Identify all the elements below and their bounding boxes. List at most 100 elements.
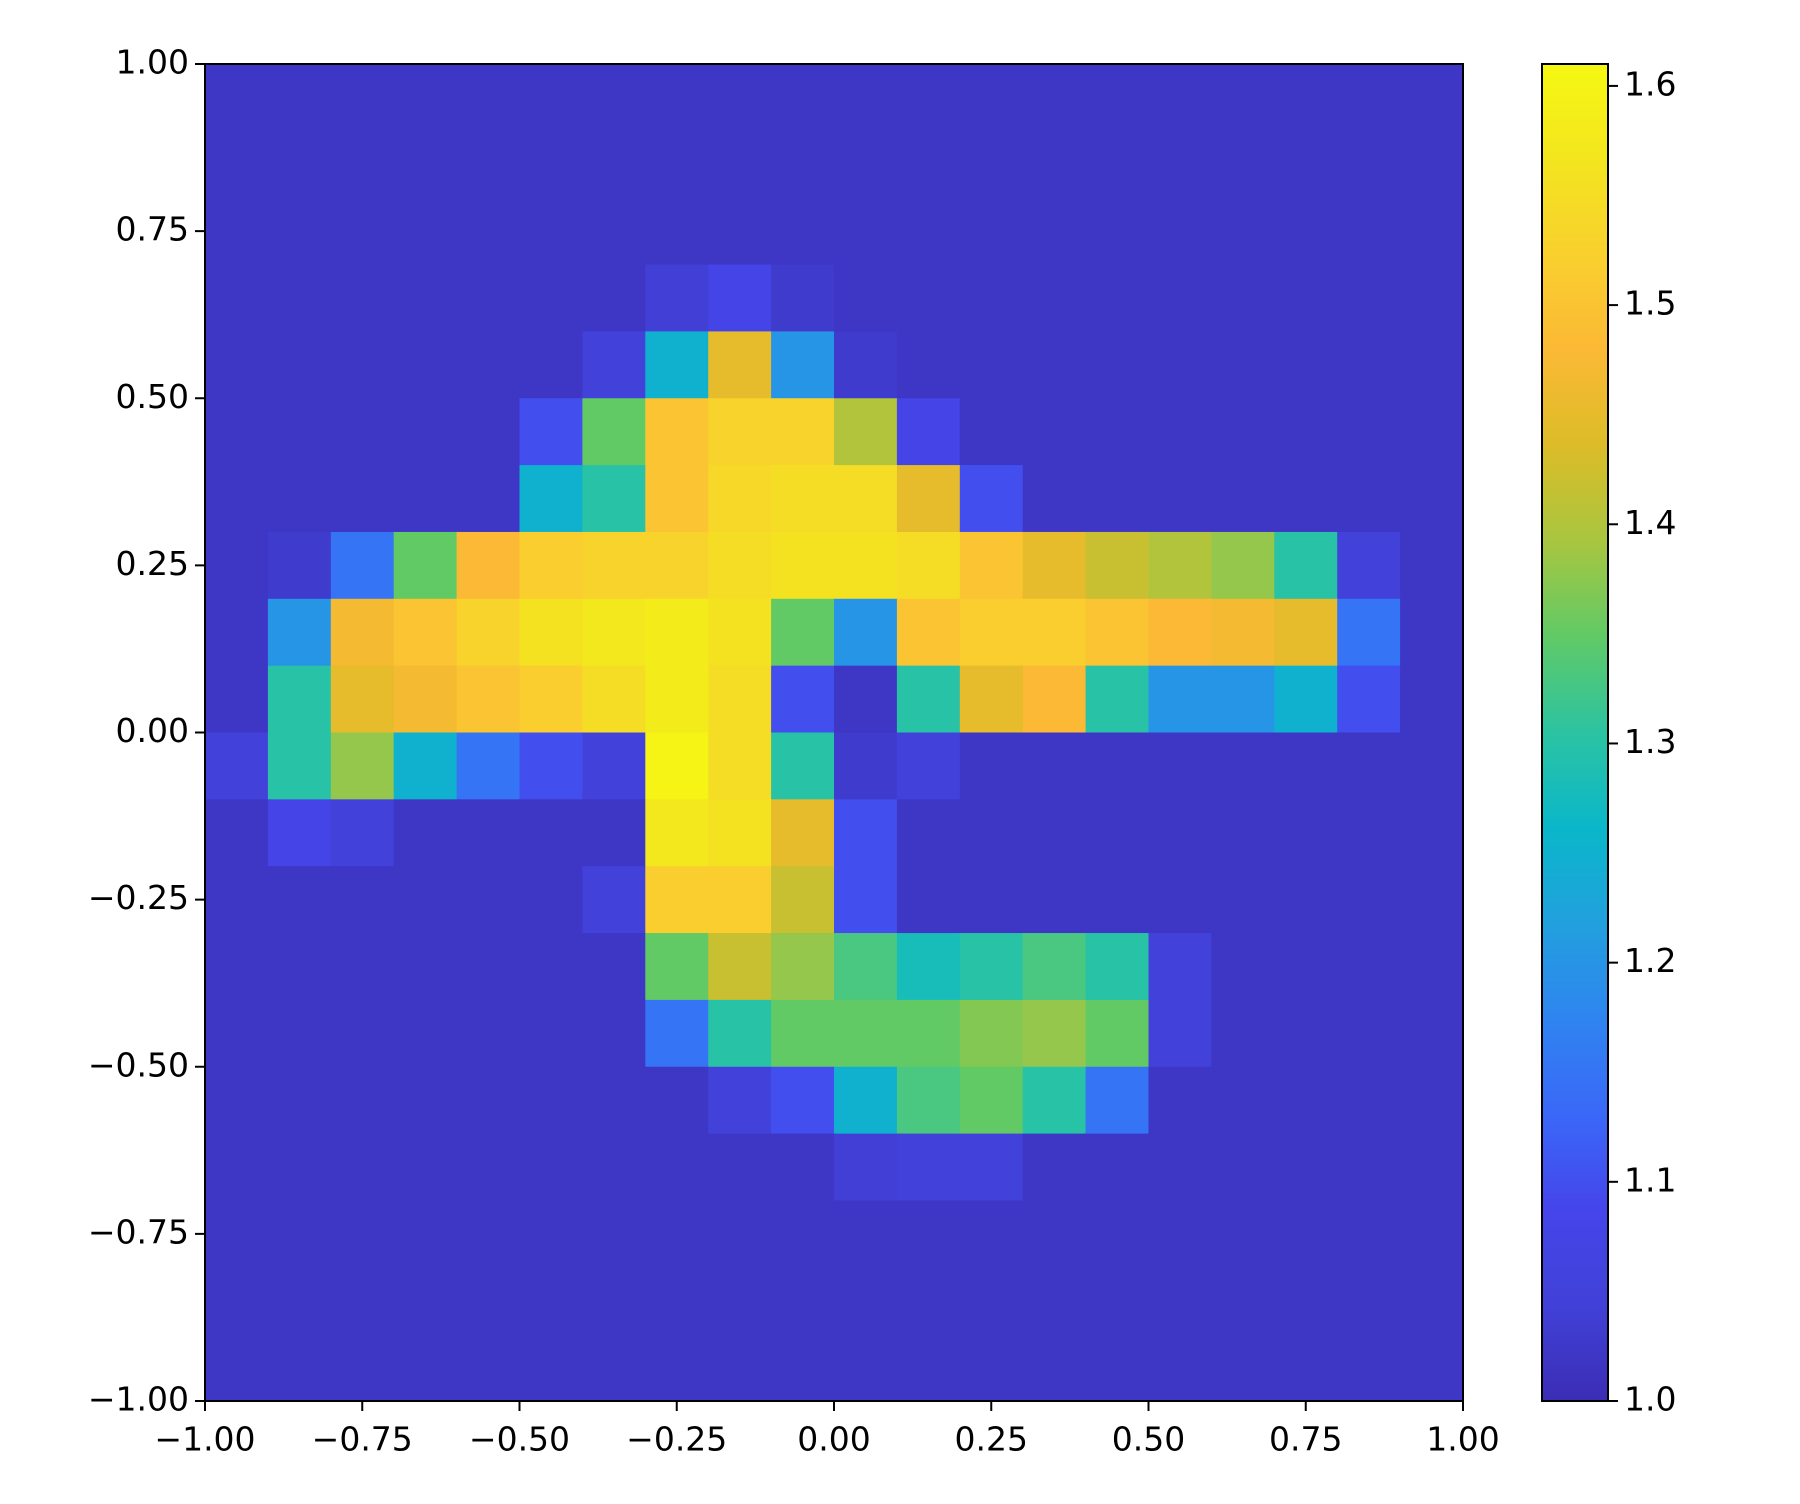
- heatmap-cell: [645, 264, 709, 332]
- heatmap-cell: [1400, 1200, 1464, 1268]
- colorbar-tick-label: 1.0: [1624, 1380, 1676, 1419]
- heatmap-cell: [456, 1066, 521, 1135]
- heatmap-cell: [519, 130, 583, 199]
- heatmap-cell: [1211, 999, 1275, 1068]
- heatmap-cell: [959, 1200, 1024, 1268]
- heatmap-cell: [1148, 1133, 1212, 1202]
- heatmap-cell: [1085, 866, 1150, 934]
- heatmap-cell: [205, 1066, 269, 1135]
- heatmap-cell: [771, 999, 835, 1068]
- heatmap-cell: [1211, 531, 1275, 600]
- heatmap-cell: [582, 1267, 646, 1335]
- heatmap-cell: [1400, 799, 1464, 867]
- heatmap-cell: [393, 130, 458, 199]
- heatmap-cell: [1085, 398, 1150, 466]
- heatmap-cell: [896, 531, 961, 600]
- heatmap-cell: [1211, 1200, 1275, 1268]
- heatmap-cell: [834, 999, 898, 1068]
- heatmap-cell: [1022, 64, 1087, 132]
- heatmap-cell: [1274, 598, 1338, 667]
- heatmap-cell: [1085, 665, 1150, 734]
- heatmap-cell: [393, 1133, 458, 1202]
- heatmap-cell: [205, 999, 269, 1068]
- heatmap-cell: [1400, 64, 1464, 132]
- heatmap-cell: [1337, 1334, 1401, 1402]
- x-tick-label: 0.75: [1269, 1420, 1342, 1459]
- heatmap-cell: [1274, 1200, 1338, 1268]
- heatmap-cell: [708, 732, 772, 800]
- heatmap-cell: [771, 799, 835, 867]
- heatmap-cell: [708, 665, 772, 734]
- heatmap-cell: [267, 64, 332, 132]
- heatmap-cell: [1337, 933, 1401, 1001]
- heatmap-cell: [896, 331, 961, 399]
- heatmap-cell: [959, 598, 1024, 667]
- heatmap-cell: [896, 1267, 961, 1335]
- heatmap-cell: [771, 732, 835, 800]
- heatmap-cell: [205, 732, 269, 800]
- heatmap-cell: [645, 799, 709, 867]
- heatmap-cell: [645, 866, 709, 934]
- heatmap-cell: [1337, 799, 1401, 867]
- heatmap-cell: [393, 1267, 458, 1335]
- heatmap-cell: [519, 465, 583, 533]
- heatmap-cell: [330, 1267, 395, 1335]
- heatmap-cell: [1211, 1133, 1275, 1202]
- heatmap-cell: [393, 64, 458, 132]
- heatmap-cell: [456, 398, 521, 466]
- heatmap-cell: [1337, 598, 1401, 667]
- heatmap-cell: [771, 1066, 835, 1135]
- heatmap-cell: [834, 197, 898, 266]
- heatmap-cell: [645, 197, 709, 266]
- heatmap-cell: [1148, 999, 1212, 1068]
- heatmap-cell: [267, 999, 332, 1068]
- heatmap-cell: [896, 1133, 961, 1202]
- heatmap-cell: [771, 1267, 835, 1335]
- heatmap-cell: [456, 130, 521, 199]
- heatmap-cell: [645, 1066, 709, 1135]
- heatmap-cell: [330, 1334, 395, 1402]
- heatmap-cell: [330, 264, 395, 332]
- heatmap-cell: [1211, 398, 1275, 466]
- heatmap-cell: [645, 732, 709, 800]
- heatmap-cell: [708, 264, 772, 332]
- heatmap-cell: [645, 331, 709, 399]
- heatmap-cell: [393, 264, 458, 332]
- heatmap-cell: [582, 531, 646, 600]
- heatmap-cell: [393, 398, 458, 466]
- heatmap-cell: [456, 732, 521, 800]
- heatmap-cell: [834, 1267, 898, 1335]
- heatmap-cell: [519, 64, 583, 132]
- heatmap-cell: [1085, 999, 1150, 1068]
- heatmap-cell: [771, 197, 835, 266]
- x-tick-label: −0.25: [626, 1420, 727, 1459]
- heatmap-cell: [582, 331, 646, 399]
- heatmap-cell: [959, 665, 1024, 734]
- heatmap-cell: [708, 1200, 772, 1268]
- heatmap-cell: [330, 732, 395, 800]
- heatmap-cell: [708, 1133, 772, 1202]
- heatmap-cell: [834, 1066, 898, 1135]
- heatmap-cell: [1085, 1200, 1150, 1268]
- heatmap-cell: [959, 732, 1024, 800]
- heatmap-cell: [1148, 465, 1212, 533]
- heatmap-cell: [834, 1200, 898, 1268]
- heatmap-cell: [1274, 197, 1338, 266]
- heatmap-cell: [519, 197, 583, 266]
- heatmap-cell: [393, 1334, 458, 1402]
- heatmap-cell: [267, 1133, 332, 1202]
- heatmap-cell: [645, 531, 709, 600]
- heatmap-cell: [456, 799, 521, 867]
- heatmap-cell: [1337, 732, 1401, 800]
- heatmap-cell: [1337, 1200, 1401, 1268]
- heatmap-cell: [456, 1133, 521, 1202]
- heatmap-cell: [519, 1200, 583, 1268]
- heatmap-cell: [771, 398, 835, 466]
- heatmap-cell: [1211, 799, 1275, 867]
- heatmap-cell: [1337, 1133, 1401, 1202]
- heatmap-cell: [267, 598, 332, 667]
- heatmap-cell: [1211, 1066, 1275, 1135]
- heatmap-cell: [1211, 197, 1275, 266]
- heatmap-cell: [205, 465, 269, 533]
- heatmap-cell: [771, 665, 835, 734]
